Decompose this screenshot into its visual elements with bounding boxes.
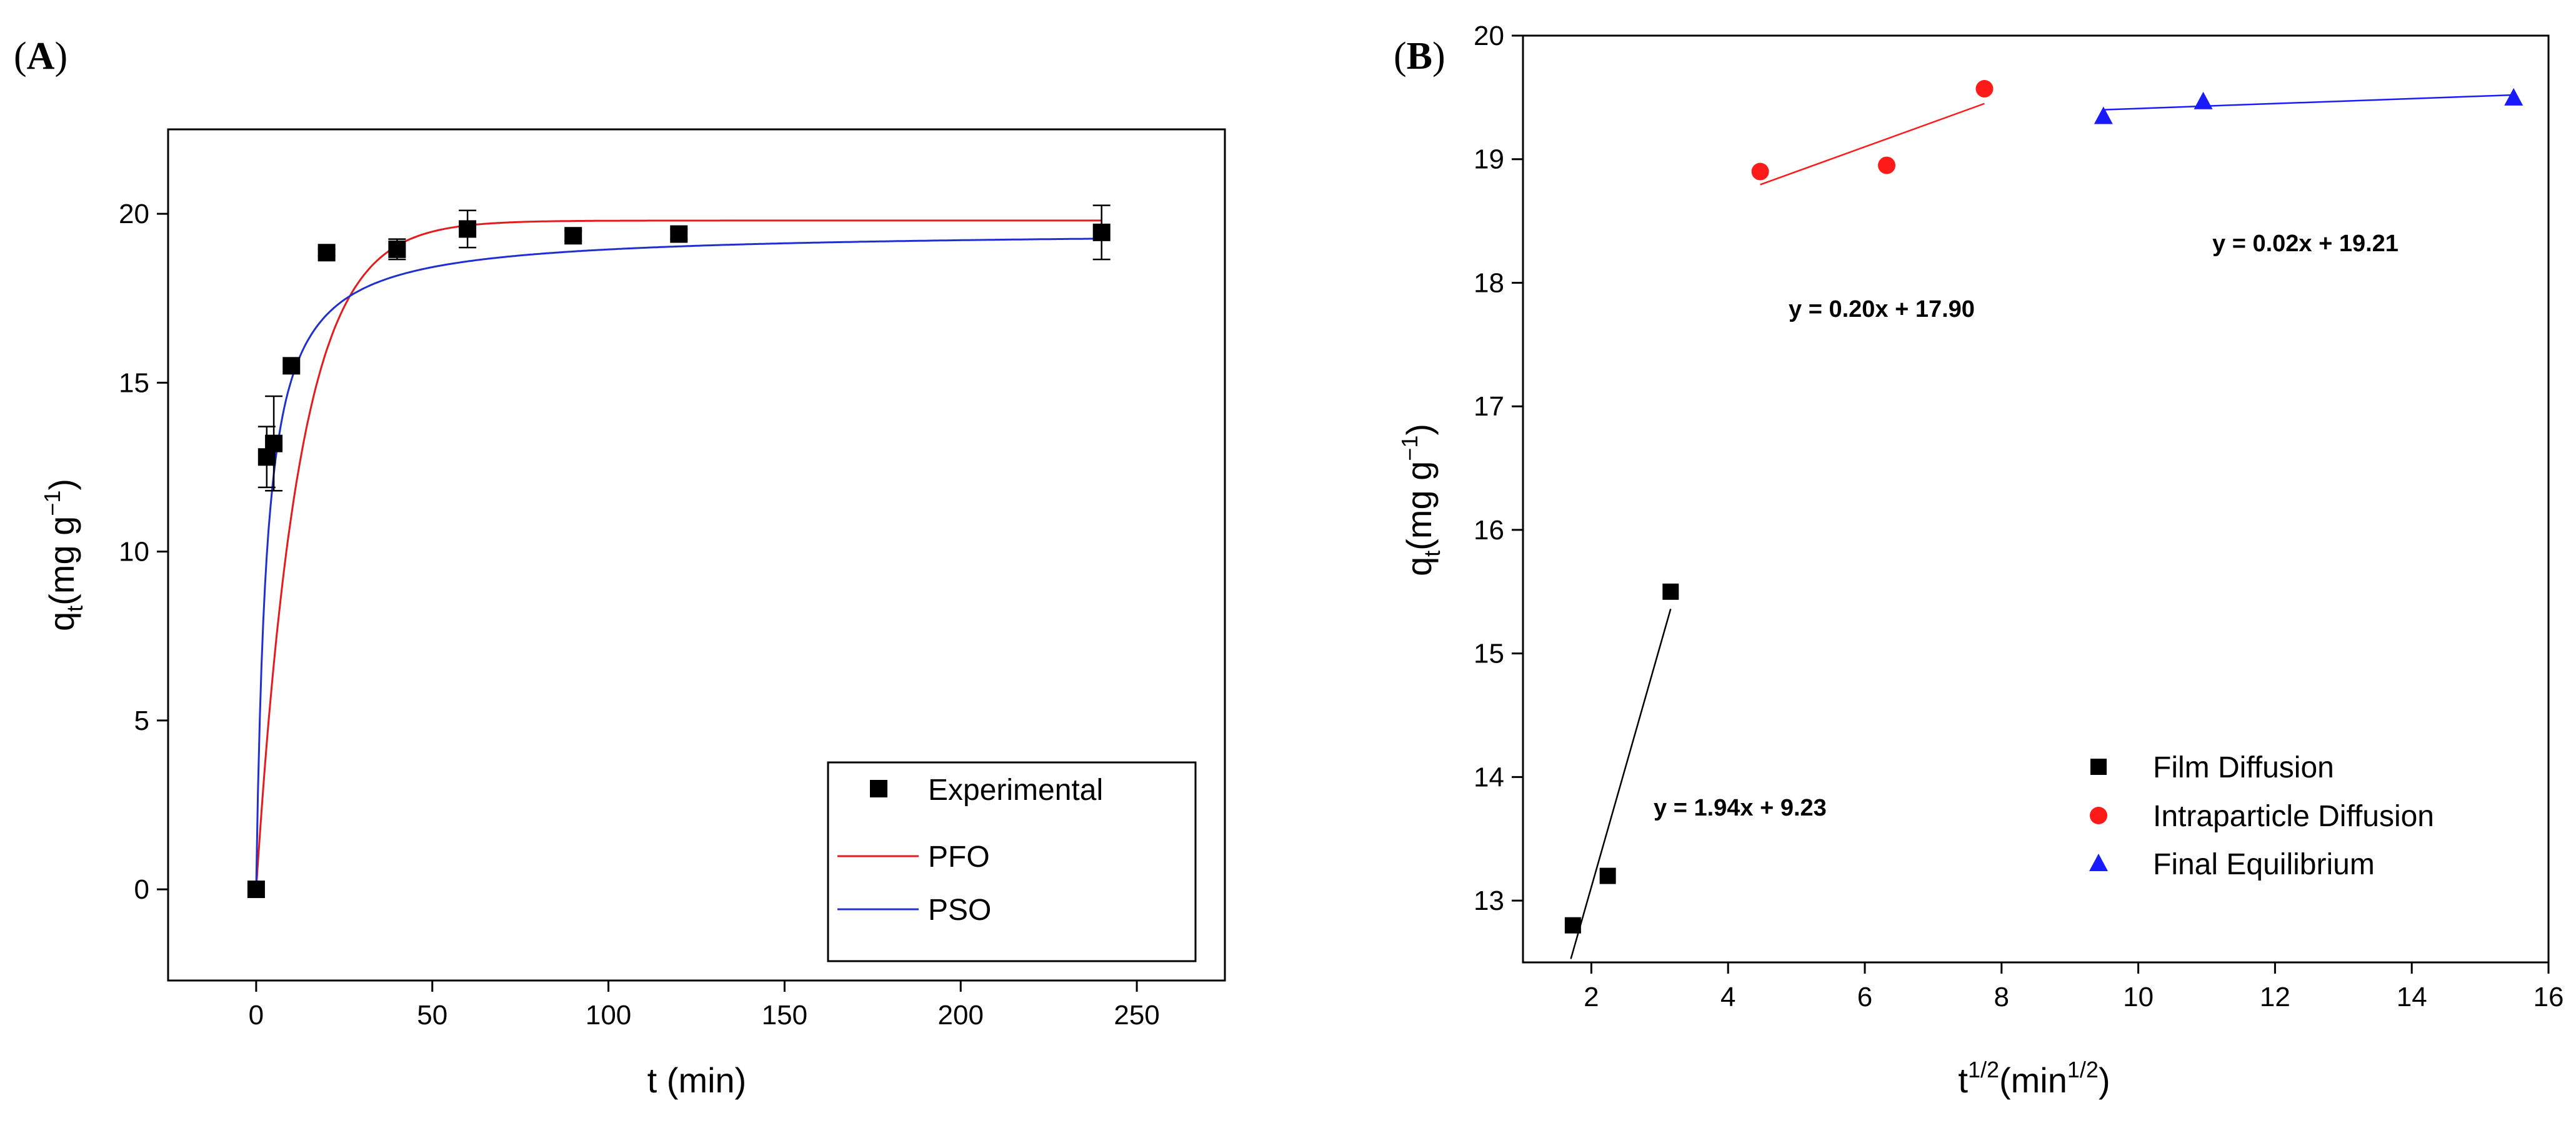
film-diffusion-point bbox=[1599, 867, 1616, 884]
panel-a-x-tick-label: 200 bbox=[938, 1000, 984, 1031]
eq-label-film: y = 1.94x + 9.23 bbox=[1654, 795, 1827, 821]
panel-b-y-tick-label: 14 bbox=[1474, 762, 1504, 792]
panel-a-x-tick-label: 0 bbox=[249, 1000, 264, 1031]
panel-a-legend-box bbox=[827, 761, 1197, 962]
legend-pfo-label: PFO bbox=[928, 841, 990, 874]
legend-experimental-label: Experimental bbox=[928, 774, 1103, 807]
film-diffusion-fit-line bbox=[1570, 609, 1672, 959]
legend-film-marker bbox=[2090, 759, 2107, 775]
legend-final-label: Final Equilibrium bbox=[2153, 848, 2375, 881]
panel-b-ticks: 2 4 6 8 10 12 14 16 13 14 15 16 17 18 19 20 bbox=[1474, 21, 2564, 1012]
panel-a-y-tick-label: 5 bbox=[134, 706, 149, 736]
panel-a-ylabel-close: ) bbox=[42, 479, 81, 491]
legend-pso-label: PSO bbox=[928, 894, 991, 927]
experimental-point bbox=[459, 220, 477, 238]
panel-b-plot-area bbox=[1522, 34, 2550, 964]
panel-a-ylabel-sup: −1 bbox=[39, 491, 65, 516]
panel-a-x-axis-title: t (min) bbox=[647, 1061, 747, 1100]
panel-b-xlabel-sup2: 1/2 bbox=[2067, 1057, 2099, 1082]
final-equilibrium-point bbox=[2094, 106, 2113, 124]
eq-label-final: y = 0.02x + 19.21 bbox=[2212, 231, 2399, 257]
legend-final-marker bbox=[2089, 854, 2108, 871]
panel-a-y-tick-label: 0 bbox=[134, 874, 149, 905]
experimental-point bbox=[265, 434, 283, 452]
film-diffusion-point bbox=[1662, 583, 1679, 600]
panel-a-y-tick-label: 20 bbox=[119, 199, 149, 229]
panel-b-legend: Film Diffusion Intraparticle Diffusion F… bbox=[2089, 751, 2434, 881]
panel-b-xlabel-base: t bbox=[1958, 1061, 1968, 1100]
panel-b-ylabel-sub: t bbox=[1419, 551, 1445, 557]
panel-b-x-tick-label: 2 bbox=[1584, 982, 1599, 1012]
panel-b-x-tick-label: 10 bbox=[2123, 982, 2154, 1012]
panel-b-y-tick-label: 13 bbox=[1474, 886, 1504, 916]
panel-b-data bbox=[1564, 80, 2524, 959]
panel-b-ylabel-sup: −1 bbox=[1397, 436, 1422, 461]
experimental-point bbox=[1092, 223, 1111, 241]
panel-b-ylabel-rest: (mg g bbox=[1399, 461, 1439, 551]
panel-a: (A) 0 50 100 150 200 250 0 5 10 15 20 t (min) qt(m… bbox=[14, 35, 1226, 1100]
panel-b-x-tick-label: 6 bbox=[1857, 982, 1872, 1012]
legend-experimental-marker bbox=[870, 780, 887, 797]
pso-curve bbox=[255, 237, 1102, 890]
legend-intraparticle-marker bbox=[2090, 807, 2107, 824]
experimental-point bbox=[670, 225, 688, 243]
panel-a-y-tick-label: 10 bbox=[119, 537, 149, 567]
intraparticle-diffusion-point bbox=[1751, 162, 1769, 181]
panel-a-data bbox=[247, 204, 1111, 899]
panel-a-label: (A) bbox=[14, 35, 67, 77]
legend-film-label: Film Diffusion bbox=[2153, 751, 2334, 784]
experimental-point bbox=[388, 240, 406, 258]
panel-b-y-tick-label: 18 bbox=[1474, 267, 1504, 298]
final-equilibrium-point bbox=[2504, 87, 2524, 106]
panel-a-plot-area bbox=[167, 128, 1226, 982]
panel-b-x-tick-label: 12 bbox=[2260, 982, 2290, 1012]
experimental-point bbox=[247, 881, 265, 899]
panel-b-y-tick-label: 19 bbox=[1474, 144, 1504, 175]
panel-b-x-tick-label: 14 bbox=[2397, 982, 2427, 1012]
panel-a-ylabel-base: q bbox=[42, 612, 81, 631]
film-diffusion-point bbox=[1564, 917, 1581, 934]
panel-a-ylabel-sub: t bbox=[62, 606, 87, 612]
intraparticle-diffusion-point bbox=[1975, 80, 1994, 98]
intraparticle-diffusion-point bbox=[1878, 156, 1896, 174]
final-equilibrium-point bbox=[2194, 91, 2213, 109]
eq-label-intraparticle: y = 0.20x + 17.90 bbox=[1789, 296, 1975, 322]
intraparticle-diffusion-fit-line bbox=[1760, 102, 1985, 186]
panel-a-y-tick-label: 15 bbox=[119, 367, 149, 398]
panel-a-x-tick-label: 50 bbox=[417, 1000, 447, 1031]
panel-b-y-tick-label: 15 bbox=[1474, 639, 1504, 669]
panel-b-xlabel-sup: 1/2 bbox=[1968, 1057, 1999, 1082]
panel-b-xlabel-close: ) bbox=[2099, 1061, 2110, 1100]
legend-intraparticle-label: Intraparticle Diffusion bbox=[2153, 800, 2434, 833]
panel-b-label: (B) bbox=[1394, 35, 1445, 77]
panel-a-ticks: 0 50 100 150 200 250 0 5 10 15 20 bbox=[119, 199, 1160, 1031]
panel-b-y-axis-title: qt(mg g−1) bbox=[1397, 424, 1445, 576]
panel-b-y-tick-label: 17 bbox=[1474, 391, 1504, 422]
panel-a-y-axis-title: qt(mg g−1) bbox=[39, 479, 87, 631]
panel-a-legend: Experimental PFO PSO bbox=[827, 761, 1197, 962]
final-equilibrium-fit-line bbox=[2103, 94, 2514, 111]
panel-b-y-tick-label: 16 bbox=[1474, 515, 1504, 546]
panel-b-x-tick-label: 16 bbox=[2534, 982, 2564, 1012]
experimental-point bbox=[317, 244, 336, 262]
panel-a-ylabel-rest: (mg g bbox=[42, 516, 81, 606]
panel-b-y-tick-label: 20 bbox=[1474, 21, 1504, 51]
panel-b-ylabel-close: ) bbox=[1399, 424, 1439, 436]
experimental-point bbox=[564, 227, 582, 245]
panel-b-x-tick-label: 8 bbox=[1994, 982, 2009, 1012]
panel-a-x-tick-label: 100 bbox=[586, 1000, 631, 1031]
panel-b-x-tick-label: 4 bbox=[1720, 982, 1735, 1012]
experimental-point bbox=[282, 357, 301, 375]
panel-b-x-axis-title: t1/2(min1/2) bbox=[1958, 1057, 2110, 1100]
panel-a-x-tick-label: 250 bbox=[1114, 1000, 1159, 1031]
panel-a-x-tick-label: 150 bbox=[762, 1000, 807, 1031]
panel-b-xlabel-rest: (min bbox=[1999, 1061, 2067, 1100]
panel-b-ylabel-base: q bbox=[1399, 557, 1439, 576]
